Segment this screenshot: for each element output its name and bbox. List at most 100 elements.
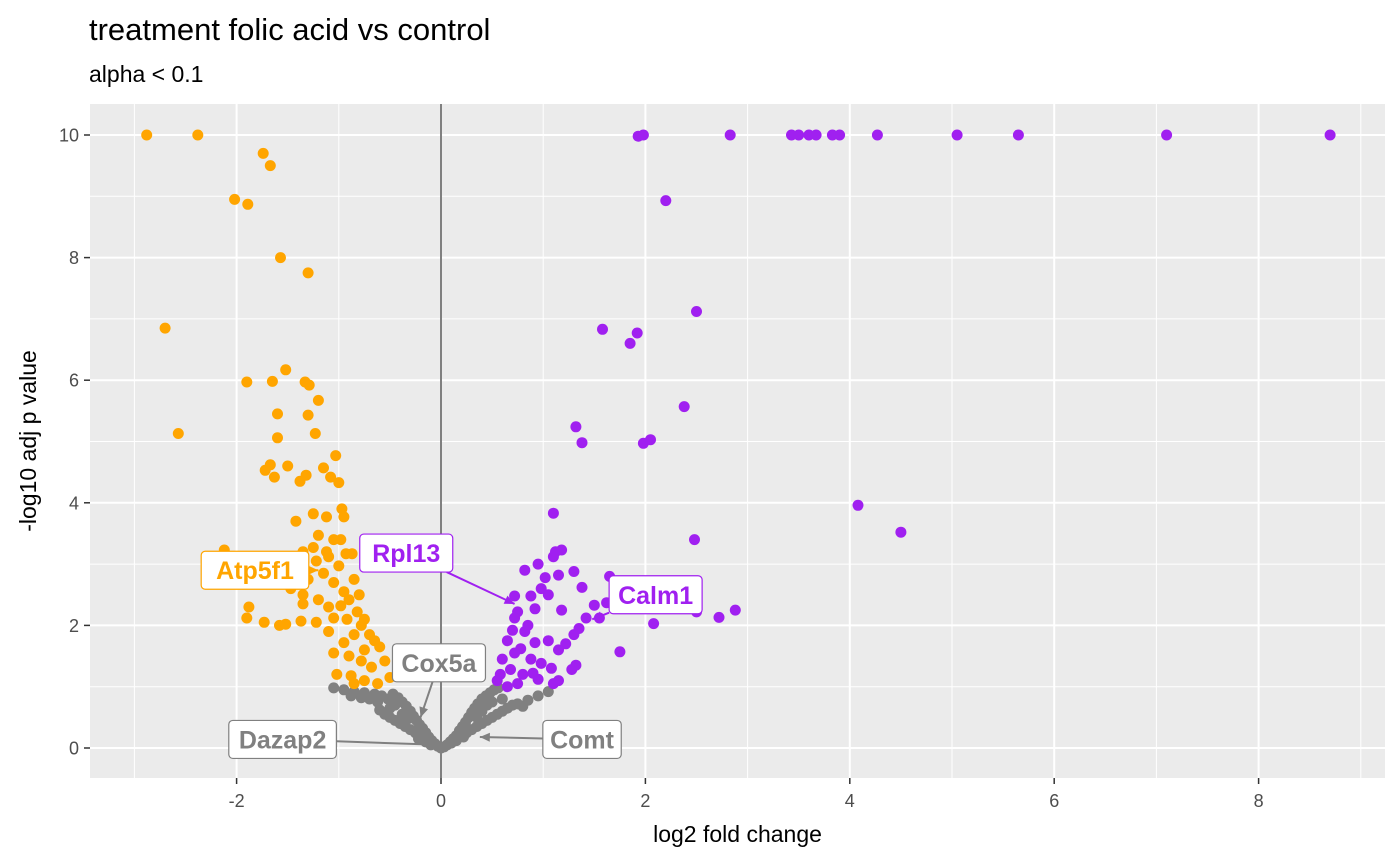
data-point-down	[297, 589, 309, 601]
gene-label-arrowhead	[503, 595, 515, 604]
data-point-up	[545, 662, 557, 674]
gene-label-box	[391, 643, 487, 683]
data-point-up	[522, 619, 534, 631]
data-point-ns	[476, 705, 488, 717]
data-point-up	[535, 583, 547, 595]
data-point-up	[580, 612, 592, 624]
data-point-down	[335, 600, 347, 612]
data-point-up	[553, 644, 564, 656]
data-point-up	[556, 604, 568, 616]
data-point-down	[333, 560, 345, 572]
data-points	[141, 129, 1336, 754]
data-point-down	[312, 394, 324, 406]
data-point-down	[348, 573, 360, 585]
data-point-down	[338, 586, 350, 598]
data-point-down	[366, 661, 377, 673]
data-point-up	[560, 638, 572, 650]
data-point-up	[570, 421, 582, 433]
x-tick-label: 8	[1254, 791, 1264, 811]
y-tick-label: 2	[69, 616, 79, 636]
gene-label-box	[228, 719, 337, 760]
data-point-up	[509, 647, 521, 659]
gene-label-box	[359, 533, 454, 573]
data-point-down	[141, 129, 153, 141]
chart-title: treatment folic acid vs control	[89, 12, 491, 47]
data-point-down	[312, 594, 324, 606]
data-point-down	[348, 678, 360, 690]
data-point-up	[568, 629, 580, 641]
data-point-up	[645, 434, 656, 446]
data-point-down	[343, 594, 355, 606]
data-point-up	[568, 566, 580, 577]
gene-label-text: Comt	[550, 726, 615, 754]
data-point-down	[338, 637, 350, 649]
data-point-ns	[486, 696, 498, 708]
data-point-up	[648, 618, 660, 630]
data-point-up	[535, 657, 547, 669]
data-point-down	[297, 598, 309, 610]
data-point-up	[507, 624, 518, 636]
data-point-up	[532, 558, 544, 570]
data-point-up	[527, 667, 539, 679]
y-tick-label: 6	[69, 371, 79, 391]
data-point-down	[302, 409, 314, 421]
data-point-up	[597, 323, 608, 335]
data-point-up	[496, 653, 508, 665]
gene-label-box	[608, 575, 703, 615]
data-point-up	[810, 129, 822, 141]
data-point-down	[355, 619, 367, 631]
data-point-up	[691, 306, 702, 317]
gene-label-arrowhead	[430, 740, 441, 750]
gene-label-cox5a: Cox5a	[391, 643, 487, 718]
data-point-up	[660, 195, 672, 207]
y-tick-label: 8	[69, 248, 79, 268]
data-point-down	[346, 548, 358, 560]
data-point-up	[547, 507, 559, 519]
data-point-down	[266, 375, 278, 387]
data-point-down	[318, 462, 329, 474]
data-point-up	[793, 129, 805, 141]
x-tick-label: 4	[845, 791, 855, 811]
gene-label-rpl13: Rpl13	[359, 533, 516, 605]
data-point-down	[159, 322, 171, 334]
data-point-ns	[522, 694, 534, 706]
data-point-down	[355, 655, 367, 667]
gene-label-connector	[446, 571, 516, 605]
data-point-ns	[355, 692, 367, 704]
data-point-down	[335, 534, 347, 546]
data-point-ns	[458, 731, 469, 743]
data-point-up	[576, 437, 588, 449]
gene-label-text: Cox5a	[401, 650, 477, 678]
data-point-down	[272, 408, 283, 420]
data-point-up	[895, 526, 907, 538]
data-point-down	[328, 647, 340, 659]
data-point-up	[951, 129, 963, 141]
data-point-down	[290, 515, 302, 527]
data-point-up	[678, 401, 690, 413]
data-point-down	[300, 469, 312, 481]
data-point-ns	[542, 686, 554, 698]
data-point-ns	[402, 713, 414, 725]
data-point-down	[330, 450, 342, 462]
data-point-down	[295, 615, 307, 627]
x-tick-label: 6	[1049, 791, 1059, 811]
y-tick-label: 4	[69, 493, 79, 513]
minor-gridlines	[90, 104, 1385, 778]
gene-label-arrowhead	[592, 611, 604, 620]
data-point-down	[268, 471, 280, 483]
data-point-down	[333, 477, 345, 489]
data-point-down	[272, 432, 283, 444]
data-point-down	[318, 567, 329, 579]
data-point-up	[553, 675, 564, 687]
data-point-down	[282, 460, 294, 472]
data-point-up	[525, 590, 537, 602]
data-point-up	[1012, 129, 1024, 141]
data-point-up	[1324, 129, 1336, 141]
data-point-down	[303, 379, 315, 391]
gene-label-dazap2: Dazap2	[228, 719, 442, 760]
data-point-ns	[532, 690, 544, 702]
x-axis-title: log2 fold change	[653, 821, 822, 847]
gene-label-box	[542, 719, 622, 760]
data-point-up	[512, 678, 524, 690]
data-point-ns	[328, 682, 340, 694]
